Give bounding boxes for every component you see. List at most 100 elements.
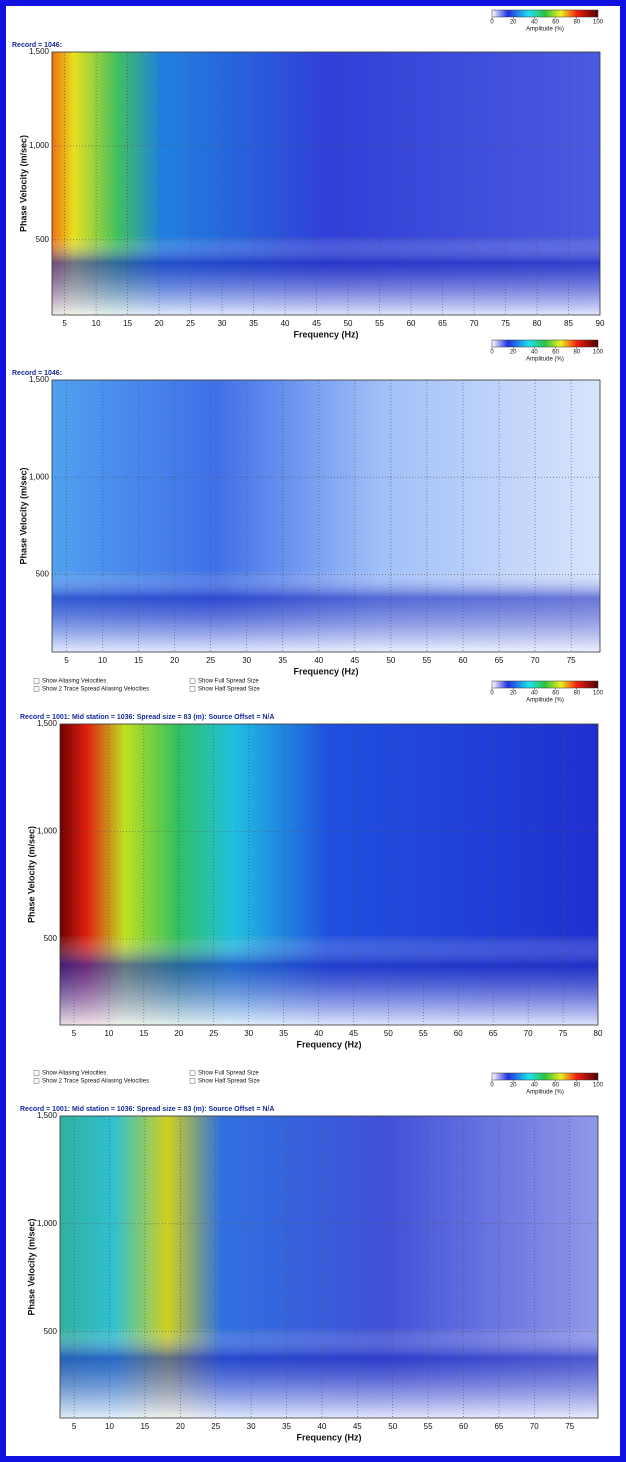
colorbar-tick-label: 0 <box>490 350 494 356</box>
colorbar-tick-label: 60 <box>552 20 559 26</box>
colorbar <box>491 1072 599 1081</box>
x-tick-label: 30 <box>242 656 251 665</box>
checkbox[interactable] <box>33 1078 40 1084</box>
x-tick-label: 45 <box>349 1029 358 1038</box>
colorbar <box>491 680 599 689</box>
y-axis-label: Phase Velocity (m/sec) <box>18 135 28 232</box>
colorbar <box>491 339 599 348</box>
x-tick-label: 25 <box>211 1422 220 1431</box>
heatmap-shading <box>52 380 600 652</box>
x-tick-label: 55 <box>419 1029 428 1038</box>
x-tick-label: 65 <box>494 1422 503 1431</box>
x-axis-label: Frequency (Hz) <box>296 1432 361 1442</box>
y-tick-label: 500 <box>44 934 58 943</box>
x-tick-label: 5 <box>62 319 67 328</box>
checkbox[interactable] <box>189 686 196 692</box>
colorbar-tick-label: 20 <box>510 1083 517 1089</box>
checkbox-label: Show 2 Trace Spread Aliasing Velocities <box>42 687 149 693</box>
colorbar-label: Amplitude (%) <box>526 698 564 704</box>
colorbar-tick-label: 100 <box>593 1083 604 1089</box>
checkbox-label: Show 2 Trace Spread Aliasing Velocities <box>42 1079 149 1085</box>
x-tick-label: 15 <box>139 1029 148 1038</box>
colorbar-tick-label: 80 <box>573 350 580 356</box>
y-tick-label: 1,500 <box>37 719 58 728</box>
x-tick-label: 50 <box>388 1422 397 1431</box>
heatmap-shading <box>60 1116 598 1418</box>
y-tick-label: 1,000 <box>29 472 50 481</box>
colorbar-tick-label: 0 <box>490 1083 494 1089</box>
x-tick-label: 20 <box>174 1029 183 1038</box>
colorbar-tick-label: 60 <box>552 1083 559 1089</box>
x-tick-label: 25 <box>209 1029 218 1038</box>
colorbar-tick-label: 20 <box>510 350 517 356</box>
y-tick-label: 1,500 <box>29 375 50 384</box>
colorbar-tick-label: 100 <box>593 691 604 697</box>
x-tick-label: 30 <box>218 319 227 328</box>
colorbar-tick-label: 100 <box>593 350 604 356</box>
x-tick-label: 70 <box>524 1029 533 1038</box>
x-axis-label: Frequency (Hz) <box>293 329 358 339</box>
x-tick-label: 45 <box>353 1422 362 1431</box>
checkbox[interactable] <box>33 686 40 692</box>
colorbar-tick-label: 100 <box>593 20 604 26</box>
x-tick-label: 25 <box>206 656 215 665</box>
x-tick-label: 40 <box>314 656 323 665</box>
x-tick-label: 85 <box>564 319 573 328</box>
heatmap-shading <box>52 52 600 315</box>
heatmap-shading <box>60 724 598 1025</box>
x-tick-label: 30 <box>244 1029 253 1038</box>
x-tick-label: 5 <box>72 1029 77 1038</box>
x-tick-label: 75 <box>501 319 510 328</box>
checkbox-label: Show Full Spread Size <box>198 679 259 685</box>
colorbar-label: Amplitude (%) <box>526 357 564 363</box>
x-tick-label: 5 <box>64 656 69 665</box>
y-tick-label: 1,000 <box>29 141 50 150</box>
x-tick-label: 80 <box>533 319 542 328</box>
x-tick-label: 10 <box>98 656 107 665</box>
x-tick-label: 35 <box>279 1029 288 1038</box>
x-tick-label: 40 <box>317 1422 326 1431</box>
y-tick-label: 1,000 <box>37 827 58 836</box>
checkbox[interactable] <box>33 678 40 684</box>
x-tick-label: 15 <box>123 319 132 328</box>
checkbox[interactable] <box>33 1070 40 1076</box>
plot-frame <box>59 1115 599 1419</box>
x-tick-label: 50 <box>386 656 395 665</box>
x-tick-label: 75 <box>559 1029 568 1038</box>
checkbox[interactable] <box>189 678 196 684</box>
checkbox-label: Show Full Spread Size <box>198 1071 259 1077</box>
chart-title: Record = 1046: <box>12 42 62 49</box>
colorbar-tick-label: 0 <box>490 20 494 26</box>
checkbox-label: Show Half Spread Size <box>198 687 260 693</box>
x-tick-label: 70 <box>531 656 540 665</box>
x-tick-label: 80 <box>594 1029 603 1038</box>
y-tick-label: 1,500 <box>37 1111 58 1120</box>
x-tick-label: 75 <box>565 1422 574 1431</box>
x-tick-label: 40 <box>281 319 290 328</box>
y-axis-label: Phase Velocity (m/sec) <box>18 467 28 564</box>
x-tick-label: 55 <box>422 656 431 665</box>
x-axis-label: Frequency (Hz) <box>296 1039 361 1049</box>
y-tick-label: 500 <box>36 569 50 578</box>
x-tick-label: 25 <box>186 319 195 328</box>
x-tick-label: 60 <box>454 1029 463 1038</box>
colorbar-tick-label: 80 <box>573 20 580 26</box>
colorbar-label: Amplitude (%) <box>526 1090 564 1096</box>
x-tick-label: 35 <box>249 319 258 328</box>
x-tick-label: 50 <box>344 319 353 328</box>
chart-title: Record = 1046: <box>12 370 62 377</box>
colorbar-tick-label: 40 <box>531 350 538 356</box>
y-tick-label: 1,500 <box>29 47 50 56</box>
colorbar-tick-label: 60 <box>552 350 559 356</box>
y-axis-label: Phase Velocity (m/sec) <box>26 826 36 923</box>
x-tick-label: 60 <box>459 656 468 665</box>
x-axis-label: Frequency (Hz) <box>293 666 358 676</box>
x-tick-label: 70 <box>470 319 479 328</box>
x-tick-label: 20 <box>155 319 164 328</box>
colorbar-tick-label: 0 <box>490 691 494 697</box>
x-tick-label: 15 <box>134 656 143 665</box>
checkbox[interactable] <box>189 1070 196 1076</box>
checkbox[interactable] <box>189 1078 196 1084</box>
x-tick-label: 10 <box>104 1029 113 1038</box>
